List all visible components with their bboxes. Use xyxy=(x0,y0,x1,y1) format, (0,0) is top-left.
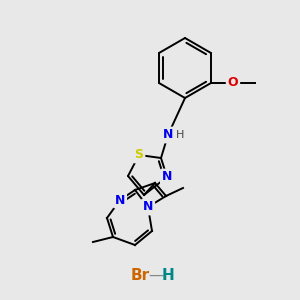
Text: H: H xyxy=(162,268,174,283)
Text: N: N xyxy=(163,128,173,142)
Text: N: N xyxy=(115,194,125,206)
Text: N: N xyxy=(162,170,172,184)
Text: S: S xyxy=(134,148,143,161)
Text: H: H xyxy=(176,130,184,140)
Text: N: N xyxy=(143,200,153,214)
Text: O: O xyxy=(228,76,238,89)
Text: —: — xyxy=(148,268,164,283)
Text: Br: Br xyxy=(130,268,150,283)
